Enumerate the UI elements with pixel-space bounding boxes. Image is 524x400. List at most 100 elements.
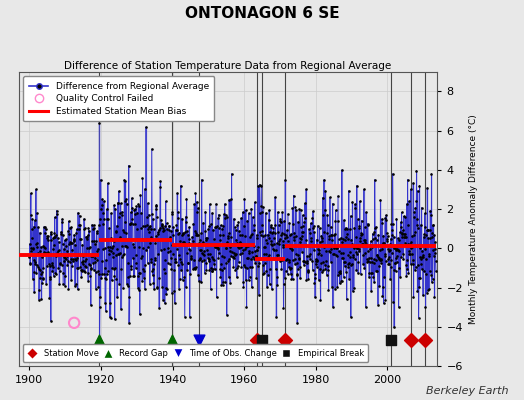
Point (388, 250, 396, 256)
Point (207, 221, 215, 228)
Point (199, 241, 207, 248)
Point (387, 236, 395, 242)
Point (79, 253, 88, 259)
Point (341, 258, 350, 265)
Point (100, 216, 108, 222)
Point (347, 241, 356, 247)
Point (96, 216, 104, 222)
Point (148, 268, 157, 274)
Point (197, 247, 205, 253)
Point (30, 257, 39, 264)
Point (93, 228, 101, 235)
Point (132, 265, 140, 272)
Point (331, 286, 339, 292)
Point (274, 274, 282, 281)
Point (253, 235, 261, 241)
Point (306, 256, 314, 262)
Point (85, 261, 94, 268)
Point (340, 217, 348, 223)
Point (323, 230, 331, 236)
Point (107, 248, 116, 254)
Point (226, 244, 235, 250)
Point (69, 258, 77, 264)
Point (235, 228, 244, 234)
Point (315, 277, 323, 283)
Point (36, 248, 45, 254)
Point (210, 260, 218, 267)
Point (283, 227, 291, 233)
Point (217, 253, 226, 259)
Point (88, 222, 96, 228)
Point (114, 250, 123, 257)
Point (84, 270, 92, 276)
Point (248, 214, 257, 220)
Point (280, 218, 288, 224)
Point (188, 240, 196, 247)
Point (121, 178, 129, 184)
Point (281, 337, 290, 344)
Point (83, 232, 92, 238)
Point (292, 233, 300, 240)
Point (162, 284, 170, 291)
Point (253, 232, 261, 238)
Point (425, 268, 434, 274)
Point (338, 239, 346, 246)
Point (82, 234, 91, 240)
Point (191, 228, 199, 234)
Point (133, 226, 141, 232)
Point (332, 252, 340, 258)
Point (86, 266, 95, 272)
Point (166, 260, 174, 267)
Point (358, 240, 367, 247)
Point (96, 176, 105, 183)
Point (387, 257, 395, 263)
Point (102, 256, 110, 263)
Point (209, 256, 217, 262)
Point (216, 231, 224, 238)
Point (73, 265, 81, 271)
Point (155, 237, 163, 244)
Point (284, 238, 292, 244)
Text: Berkeley Earth: Berkeley Earth (426, 386, 508, 396)
Point (123, 201, 131, 207)
Point (90, 225, 99, 232)
Point (135, 244, 144, 250)
Point (169, 224, 178, 230)
Point (171, 255, 179, 262)
Point (303, 258, 311, 264)
Point (278, 230, 286, 237)
Point (159, 224, 168, 231)
Point (288, 246, 296, 252)
Point (51, 252, 60, 259)
Point (267, 241, 276, 247)
Point (163, 226, 171, 232)
Point (371, 235, 379, 241)
Point (294, 255, 303, 262)
Point (104, 180, 112, 186)
Point (314, 247, 323, 254)
Point (325, 236, 333, 243)
Point (208, 254, 216, 260)
Point (330, 251, 338, 257)
Point (300, 219, 309, 225)
Y-axis label: Monthly Temperature Anomaly Difference (°C): Monthly Temperature Anomaly Difference (… (468, 114, 477, 324)
Point (165, 222, 173, 229)
Point (393, 245, 401, 252)
Point (221, 245, 230, 251)
Point (356, 198, 364, 204)
Point (302, 242, 310, 248)
Point (251, 248, 259, 254)
Point (285, 257, 293, 264)
Point (254, 243, 262, 250)
Point (384, 256, 392, 262)
Point (79, 261, 87, 267)
Point (209, 265, 217, 272)
Point (178, 232, 187, 239)
Point (35, 267, 43, 273)
Point (244, 243, 252, 249)
Point (87, 265, 95, 271)
Point (392, 259, 401, 266)
Point (67, 256, 75, 262)
Point (50, 242, 58, 248)
Point (241, 246, 249, 252)
